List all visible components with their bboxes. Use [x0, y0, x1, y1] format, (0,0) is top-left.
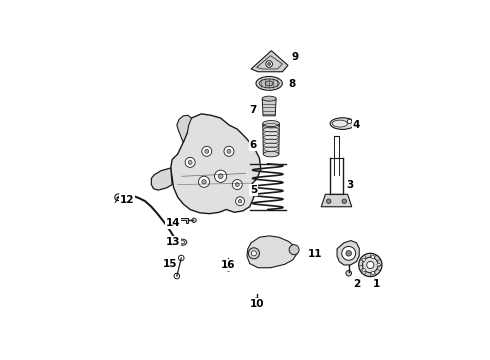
Text: 1: 1: [373, 279, 380, 289]
Circle shape: [342, 199, 346, 203]
Circle shape: [238, 199, 242, 203]
Ellipse shape: [180, 241, 185, 244]
Circle shape: [326, 199, 331, 203]
Circle shape: [215, 170, 227, 183]
Circle shape: [342, 246, 356, 260]
Text: 10: 10: [249, 299, 264, 309]
Polygon shape: [263, 123, 279, 154]
Circle shape: [227, 149, 231, 153]
Polygon shape: [177, 115, 192, 143]
Polygon shape: [247, 236, 297, 268]
Circle shape: [178, 255, 184, 261]
Circle shape: [224, 146, 234, 156]
Circle shape: [185, 157, 195, 167]
Circle shape: [235, 183, 239, 186]
Circle shape: [367, 261, 374, 269]
Ellipse shape: [256, 76, 282, 90]
Polygon shape: [176, 218, 189, 222]
Circle shape: [268, 63, 270, 66]
Text: 7: 7: [250, 105, 257, 115]
Circle shape: [248, 248, 259, 259]
Circle shape: [188, 161, 192, 165]
Circle shape: [202, 146, 212, 156]
Circle shape: [225, 264, 232, 271]
Ellipse shape: [263, 121, 279, 127]
Polygon shape: [171, 114, 261, 214]
Text: 13: 13: [166, 237, 180, 247]
Text: 5: 5: [250, 185, 257, 195]
Circle shape: [359, 253, 382, 276]
Circle shape: [174, 273, 180, 279]
Circle shape: [362, 258, 365, 262]
Ellipse shape: [332, 120, 347, 127]
Text: 8: 8: [289, 79, 296, 89]
Ellipse shape: [265, 81, 273, 86]
Text: 4: 4: [353, 120, 360, 130]
Circle shape: [236, 197, 245, 206]
Polygon shape: [151, 168, 172, 190]
Circle shape: [251, 251, 256, 256]
Text: 3: 3: [346, 180, 353, 190]
Circle shape: [255, 300, 258, 303]
Ellipse shape: [178, 239, 187, 245]
Circle shape: [346, 251, 351, 256]
Polygon shape: [337, 240, 359, 265]
Circle shape: [377, 263, 380, 267]
Ellipse shape: [259, 79, 279, 88]
Text: 9: 9: [292, 51, 299, 62]
Text: 11: 11: [308, 249, 322, 260]
Ellipse shape: [263, 151, 279, 157]
Circle shape: [347, 119, 352, 123]
Circle shape: [253, 298, 261, 306]
Text: 16: 16: [221, 260, 236, 270]
Circle shape: [205, 149, 209, 153]
Circle shape: [266, 61, 272, 67]
Circle shape: [115, 194, 122, 201]
Circle shape: [218, 174, 223, 179]
Text: 14: 14: [166, 218, 180, 228]
Circle shape: [363, 257, 378, 273]
Circle shape: [371, 255, 374, 259]
Circle shape: [362, 268, 365, 271]
Circle shape: [198, 176, 210, 187]
Circle shape: [371, 271, 374, 275]
Circle shape: [289, 245, 299, 255]
Text: 6: 6: [250, 140, 257, 150]
Polygon shape: [251, 51, 288, 72]
Polygon shape: [262, 99, 276, 116]
Text: 12: 12: [120, 195, 134, 205]
Ellipse shape: [262, 96, 276, 101]
Circle shape: [232, 180, 242, 190]
Circle shape: [202, 180, 206, 184]
Text: 2: 2: [353, 279, 360, 289]
Circle shape: [192, 218, 196, 222]
Circle shape: [346, 270, 351, 276]
Text: 15: 15: [163, 260, 177, 269]
Ellipse shape: [330, 118, 355, 129]
Polygon shape: [321, 194, 352, 207]
